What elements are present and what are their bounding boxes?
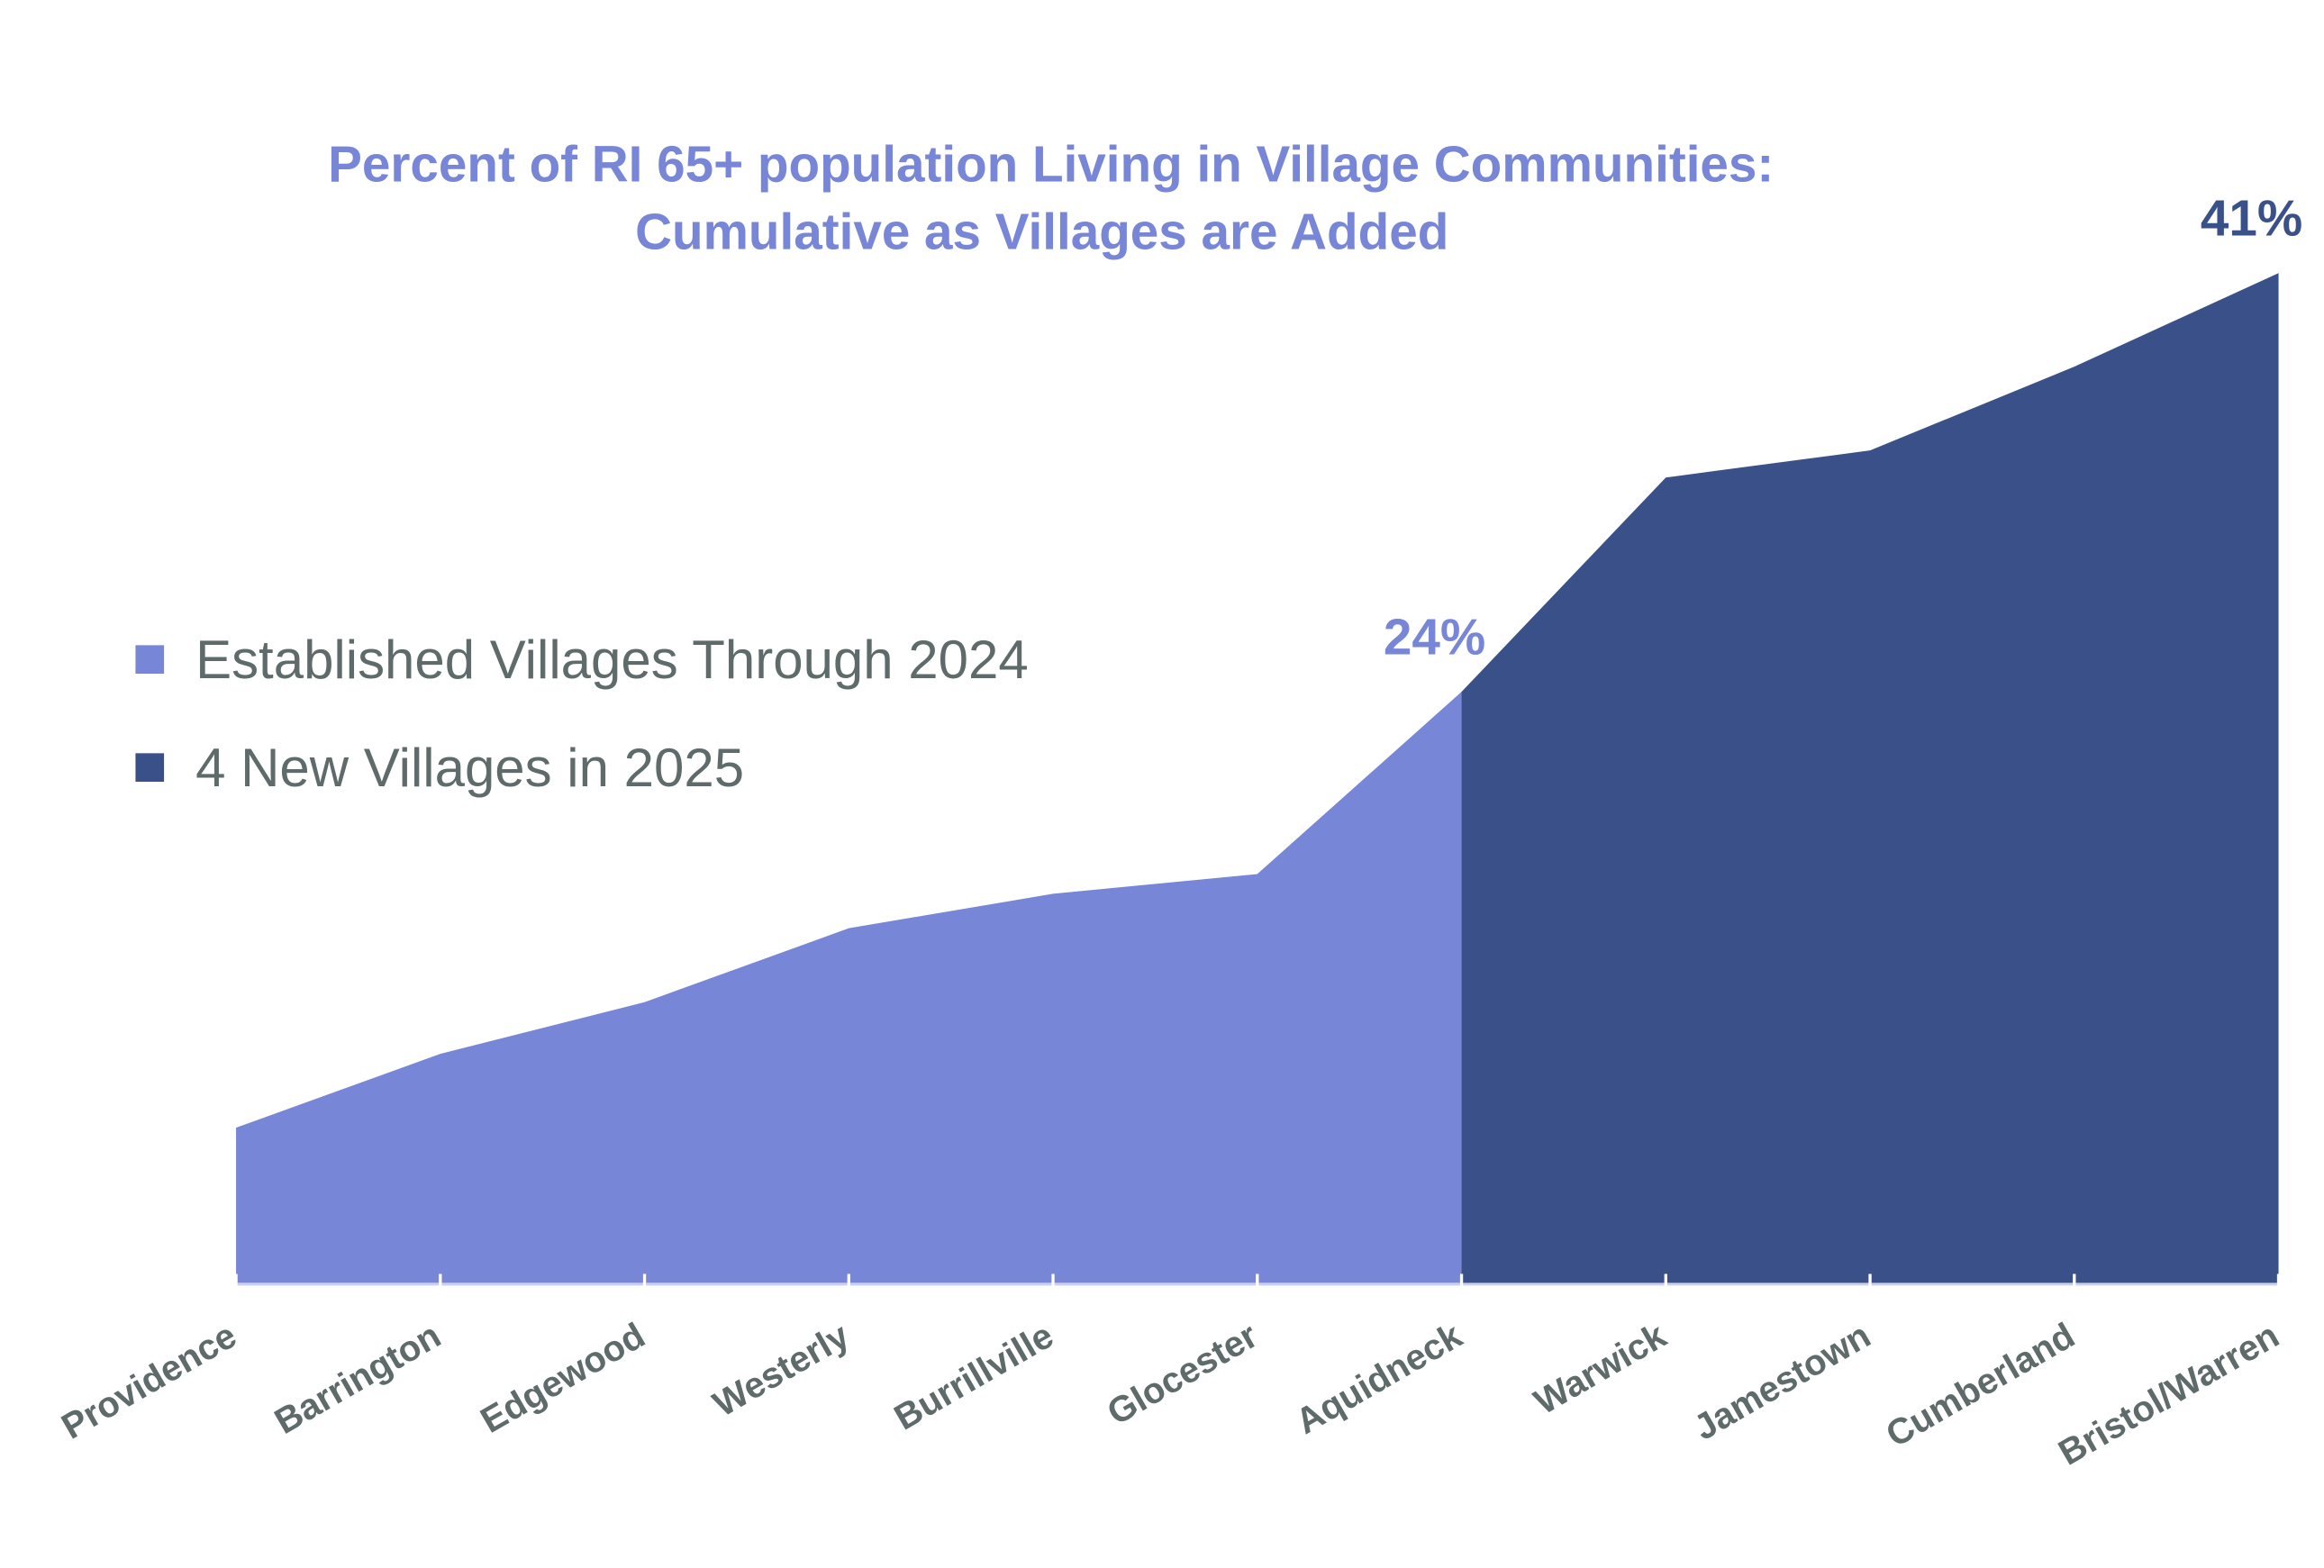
- x-tick-label: Jamestown: [1687, 1316, 1877, 1448]
- x-tick-label: Cumberland: [1880, 1316, 2082, 1455]
- x-axis: Providence Barrington Edgewood Westerly Burr…: [55, 1273, 2285, 1473]
- x-tick-label: Edgewood: [474, 1316, 651, 1441]
- x-tick-label: Westerly: [706, 1315, 856, 1424]
- plot-area: [235, 273, 2279, 1283]
- x-tick-label: Burrillville: [888, 1316, 1060, 1438]
- legend-label-new: 4 New Villages in 2025: [195, 738, 744, 798]
- x-tick-label: Providence: [55, 1316, 243, 1447]
- x-tick-label: Barrington: [268, 1316, 448, 1442]
- data-label: 41%: [2201, 191, 2302, 248]
- legend-label-established: Established Villages Through 2024: [195, 630, 1029, 690]
- area-series-1: [1461, 273, 2279, 1283]
- x-tick-label: Glocester: [1101, 1316, 1265, 1433]
- x-tick-label: Aquidneck: [1289, 1315, 1469, 1442]
- data-labels: 24% 41%: [1384, 191, 2302, 666]
- legend-swatch-new: [135, 753, 165, 783]
- chart-title: Percent of RI 65+ population Living in V…: [328, 137, 1774, 194]
- area-series-0: [236, 692, 1462, 1283]
- chart-subtitle: Cumulative as Villages are Added: [635, 204, 1448, 261]
- data-label: 24%: [1384, 609, 1485, 666]
- x-tick-label: Bristol/Warren: [2052, 1316, 2285, 1473]
- legend: Established Villages Through 2024 4 New …: [135, 630, 1029, 798]
- x-tick-label: Warwick: [1528, 1315, 1674, 1422]
- legend-swatch-established: [135, 645, 165, 675]
